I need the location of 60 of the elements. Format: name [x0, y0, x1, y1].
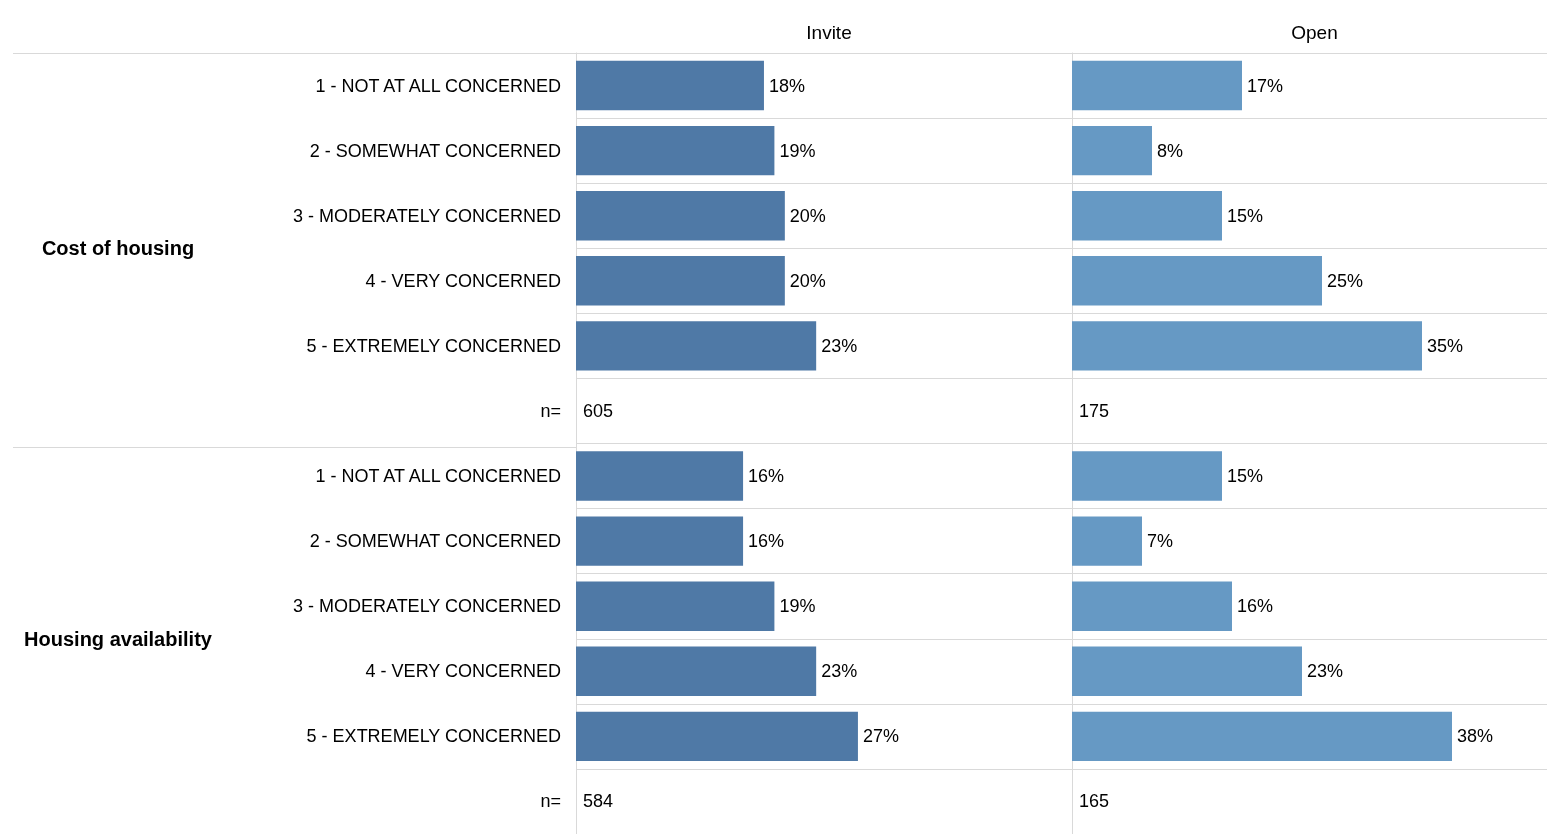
- y-tick-label: 3 - MODERATELY CONCERNED: [292, 596, 561, 617]
- bar: [576, 60, 764, 111]
- y-tick-label: 2 - SOMEWHAT CONCERNED: [309, 531, 561, 552]
- bar: [576, 125, 775, 176]
- data-label: 16%: [1237, 596, 1274, 617]
- data-label: 8%: [1157, 140, 1184, 161]
- y-tick-label: 4 - VERY CONCERNED: [365, 661, 561, 682]
- bar: [1072, 60, 1242, 111]
- data-label: 15%: [1227, 205, 1264, 226]
- y-tick-label: 2 - SOMEWHAT CONCERNED: [309, 140, 561, 161]
- y-tick-label: 4 - VERY CONCERNED: [365, 270, 561, 291]
- bar: [576, 190, 785, 241]
- chart-title: Open: [1291, 22, 1338, 43]
- data-label: 25%: [1327, 270, 1364, 291]
- chart-title: Invite: [806, 22, 852, 43]
- data-label: 16%: [748, 466, 785, 487]
- data-label: 38%: [1457, 726, 1494, 747]
- data-label: 19%: [779, 596, 816, 617]
- bar: [1072, 451, 1222, 501]
- bar: [576, 581, 775, 631]
- text: 605: [583, 400, 614, 421]
- bar: [1072, 321, 1422, 371]
- y-tick-label: n=: [540, 400, 561, 421]
- bar: [576, 256, 785, 306]
- bar: [1072, 516, 1142, 566]
- text: 165: [1079, 791, 1110, 812]
- bar: [576, 451, 744, 501]
- bar: [1072, 646, 1302, 697]
- data-label: 16%: [748, 531, 785, 552]
- bar: [576, 646, 817, 697]
- bar: [576, 516, 744, 566]
- y-tick-label: 5 - EXTREMELY CONCERNED: [306, 726, 561, 747]
- data-label: 19%: [779, 140, 816, 161]
- data-label: 20%: [789, 270, 826, 291]
- data-label: 35%: [1427, 335, 1464, 356]
- bar: [576, 321, 817, 371]
- y-tick-label: 5 - EXTREMELY CONCERNED: [306, 335, 561, 356]
- bar: [1072, 256, 1322, 306]
- text: Cost of housing: [41, 237, 195, 260]
- data-label: 27%: [862, 726, 899, 747]
- text: 584: [583, 791, 614, 812]
- text: Housing availability: [24, 627, 213, 650]
- bar: [576, 711, 858, 762]
- data-label: 17%: [1247, 75, 1284, 96]
- data-label: 23%: [821, 335, 858, 356]
- bar: [1072, 125, 1152, 176]
- data-label: 7%: [1147, 531, 1174, 552]
- y-tick-label: n=: [540, 791, 561, 812]
- data-label: 23%: [1307, 661, 1344, 682]
- text: 175: [1079, 400, 1110, 421]
- y-tick-label: 3 - MODERATELY CONCERNED: [292, 205, 561, 226]
- data-label: 23%: [821, 661, 858, 682]
- data-label: 18%: [768, 75, 805, 96]
- bar: [1072, 711, 1452, 762]
- data-label: 15%: [1227, 466, 1264, 487]
- data-label: 20%: [789, 205, 826, 226]
- y-tick-label: 1 - NOT AT ALL CONCERNED: [315, 75, 561, 96]
- y-tick-label: 1 - NOT AT ALL CONCERNED: [315, 466, 561, 487]
- bar: [1072, 581, 1232, 631]
- bar: [1072, 190, 1222, 241]
